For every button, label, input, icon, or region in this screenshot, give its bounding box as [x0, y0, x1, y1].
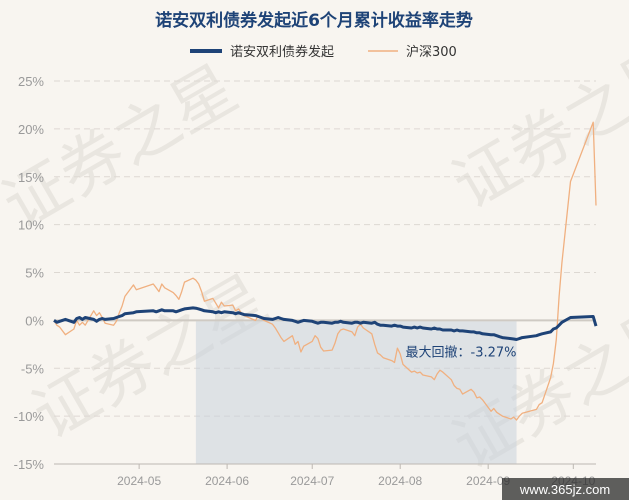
watermark-text: 证券之星 — [441, 32, 629, 224]
series-line-fund — [53, 306, 598, 341]
y-tick-label: 20% — [18, 122, 44, 137]
drawdown-shade — [195, 321, 517, 464]
y-axis-ticks: 25% 20% 15% 10% 5% 0% -5% -10% -15% — [14, 74, 45, 472]
series-lines — [53, 121, 598, 421]
x-tick-label: 2024-05 — [117, 474, 161, 488]
annotations: 最大回撤：-3.27% — [406, 345, 517, 361]
site-badge-bg — [502, 478, 629, 500]
y-tick-label: 0% — [25, 313, 44, 328]
drawdown-region — [195, 321, 517, 464]
x-tick-label: 2024-06 — [205, 474, 249, 488]
y-tick-label: 15% — [18, 170, 44, 185]
site-badge: www.365jz.com — [502, 478, 629, 500]
y-tick-label: -15% — [14, 457, 45, 472]
legend-label-fund: 诺安双利债券发起 — [230, 44, 334, 60]
legend-label-index: 沪深300 — [406, 44, 457, 60]
max-drawdown-label: 最大回撤：-3.27% — [406, 345, 517, 361]
site-label: www.365jz.com — [519, 482, 610, 497]
y-tick-label: -10% — [14, 409, 45, 424]
legend: 诺安双利债券发起 沪深300 — [190, 44, 457, 60]
y-tick-label: 25% — [18, 74, 44, 89]
y-tick-label: -5% — [21, 361, 45, 376]
x-tick-label: 2024-09 — [466, 474, 510, 488]
x-axis: 2024-052024-062024-072024-082024-092024-… — [54, 463, 596, 488]
y-tick-label: 5% — [25, 266, 44, 281]
x-tick-label: 2024-08 — [378, 474, 422, 488]
y-tick-label: 10% — [18, 218, 44, 233]
series-line-index — [53, 121, 597, 421]
x-tick-label: 2024-07 — [290, 474, 334, 488]
chart-title: 诺安双利债券发起近6个月累计收益率走势 — [155, 10, 473, 31]
